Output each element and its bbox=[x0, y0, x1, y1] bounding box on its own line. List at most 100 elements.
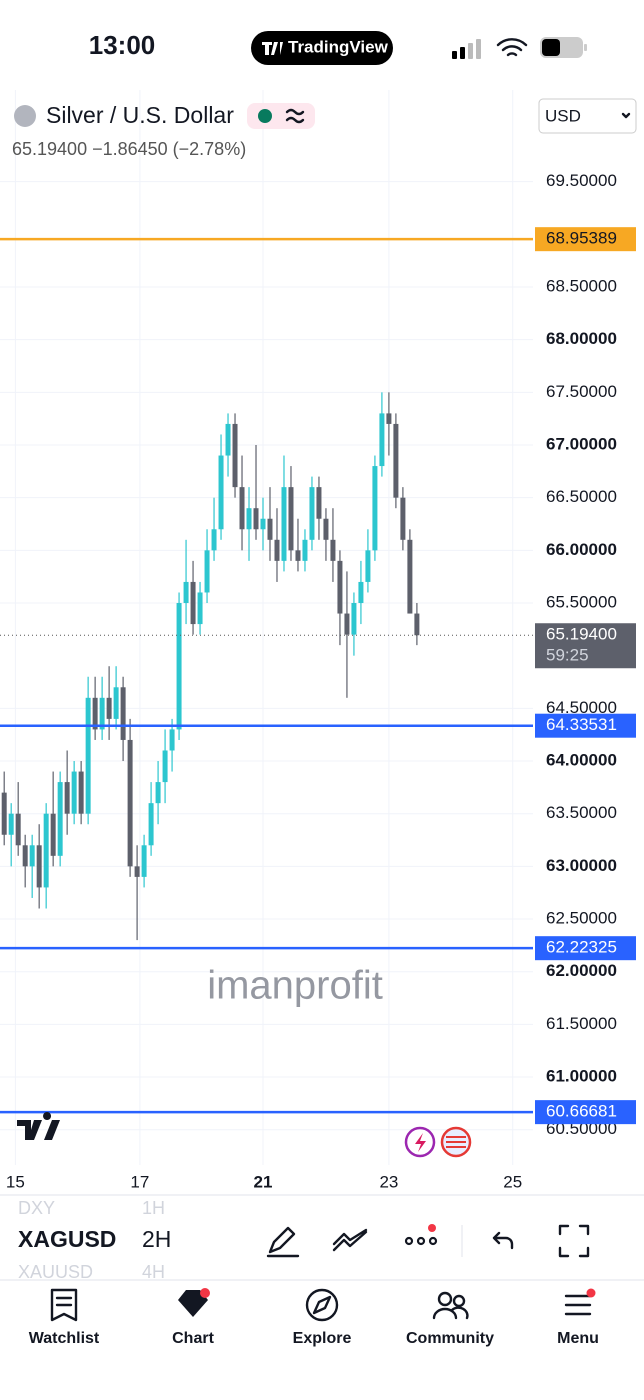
symbol-title: Silver / U.S. Dollar bbox=[46, 102, 234, 128]
y-tick-label: 66.00000 bbox=[546, 540, 617, 559]
level-label-bg bbox=[535, 713, 636, 738]
candle-body bbox=[57, 782, 63, 856]
candle-body bbox=[211, 529, 217, 551]
candle-body bbox=[407, 539, 413, 614]
candle-body bbox=[22, 845, 28, 867]
candle-body bbox=[29, 845, 35, 867]
candle-body bbox=[155, 782, 161, 804]
candle-body bbox=[85, 697, 91, 814]
app-name: TradingView bbox=[288, 37, 389, 56]
y-tick-label: 66.50000 bbox=[546, 487, 617, 506]
candle-body bbox=[225, 423, 231, 456]
interval-option[interactable]: 4H bbox=[142, 1262, 165, 1282]
candle-body bbox=[253, 508, 259, 530]
tab-label[interactable]: Chart bbox=[172, 1330, 214, 1347]
candle-body bbox=[379, 413, 385, 467]
candle-body bbox=[183, 581, 189, 604]
y-tick-label: 62.00000 bbox=[546, 961, 617, 980]
x-tick-label: 23 bbox=[379, 1172, 398, 1191]
delay-icon bbox=[285, 108, 305, 124]
chart-icon[interactable] bbox=[178, 1290, 208, 1317]
symbol-option[interactable]: XAUUSD bbox=[18, 1262, 93, 1282]
candle-body bbox=[50, 813, 56, 856]
undo-tool[interactable] bbox=[492, 1231, 514, 1250]
menu-icon[interactable] bbox=[564, 1294, 592, 1316]
indicators-tool[interactable] bbox=[332, 1228, 368, 1252]
candle-body bbox=[372, 466, 378, 551]
candle-body bbox=[71, 771, 77, 814]
fullscreen-tool[interactable] bbox=[558, 1224, 590, 1258]
y-tick-label: 67.50000 bbox=[546, 382, 617, 401]
notification-dot bbox=[428, 1224, 436, 1232]
candle-body bbox=[190, 581, 196, 625]
tab-label[interactable]: Watchlist bbox=[29, 1330, 100, 1347]
y-tick-label: 61.50000 bbox=[546, 1014, 617, 1033]
candle-body bbox=[64, 782, 70, 814]
interval-current[interactable]: 2H bbox=[142, 1226, 171, 1252]
candle-body bbox=[120, 687, 126, 740]
x-tick-label: 21 bbox=[254, 1172, 273, 1191]
battery-icon bbox=[540, 37, 587, 58]
quote: 65.19400 −1.86450 (−2.78%) bbox=[12, 139, 246, 159]
community-icon[interactable] bbox=[432, 1291, 469, 1320]
candle-body bbox=[344, 613, 350, 635]
candle-body bbox=[260, 518, 266, 530]
candle-body bbox=[239, 487, 245, 530]
candle-body bbox=[232, 423, 238, 488]
candle-body bbox=[274, 539, 280, 561]
candle-body bbox=[134, 866, 140, 877]
candle-body bbox=[309, 487, 315, 540]
watchlist-icon[interactable] bbox=[50, 1288, 78, 1322]
explore-icon[interactable] bbox=[305, 1288, 339, 1322]
explore-needle bbox=[312, 1295, 332, 1315]
chart-plot: 15 17 21 23 25 69.50000 68.50000 68.00000 67.500… bbox=[0, 90, 617, 1191]
candle-body bbox=[8, 813, 14, 835]
tab-label[interactable]: Explore bbox=[293, 1330, 352, 1347]
candle-body bbox=[351, 603, 357, 635]
y-tick-label: 68.00000 bbox=[546, 329, 617, 348]
candle-body bbox=[386, 413, 392, 424]
candle-body bbox=[365, 550, 371, 582]
candle-body bbox=[92, 697, 98, 730]
y-tick-label: 67.00000 bbox=[546, 434, 617, 453]
candle-body bbox=[43, 813, 49, 888]
candle-body bbox=[288, 487, 294, 551]
tab-label[interactable]: Community bbox=[406, 1330, 494, 1347]
tab-label[interactable]: Menu bbox=[557, 1330, 599, 1347]
candle-body bbox=[162, 750, 168, 783]
interval-option[interactable]: 1H bbox=[142, 1198, 165, 1218]
app-pill bbox=[251, 31, 393, 65]
wifi-icon bbox=[496, 38, 528, 57]
candle-body bbox=[393, 423, 399, 498]
candle-body bbox=[400, 497, 406, 540]
symbol-option[interactable]: DXY bbox=[18, 1198, 55, 1218]
y-tick-label: 65.50000 bbox=[546, 592, 617, 611]
candle-body bbox=[169, 729, 175, 751]
level-label: 60.66681 bbox=[546, 1102, 617, 1121]
candle-body bbox=[323, 518, 329, 540]
candle-body bbox=[148, 803, 154, 846]
currency[interactable]: USD bbox=[545, 106, 581, 125]
candle-body bbox=[267, 518, 273, 540]
candle-body bbox=[330, 539, 336, 561]
currency-select[interactable] bbox=[538, 98, 637, 134]
more-tool[interactable] bbox=[404, 1236, 438, 1246]
candle-body bbox=[106, 697, 112, 719]
candle-body bbox=[36, 845, 42, 888]
candle-body bbox=[246, 508, 252, 530]
candle-body bbox=[281, 487, 287, 561]
level-label-bg bbox=[535, 936, 636, 961]
candle-body bbox=[1, 792, 7, 835]
candle-body bbox=[141, 845, 147, 877]
symbol-current[interactable]: XAGUSD bbox=[18, 1226, 116, 1252]
y-tick-label: 68.50000 bbox=[546, 276, 617, 295]
tv-watermark-logo bbox=[17, 1112, 60, 1140]
events-bolt bbox=[415, 1133, 426, 1152]
draw-tool[interactable] bbox=[266, 1226, 300, 1258]
last-price-label: 65.19400 bbox=[546, 625, 617, 644]
chevron bbox=[621, 112, 631, 119]
x-tick-label: 25 bbox=[503, 1172, 522, 1191]
candle-body bbox=[176, 603, 182, 730]
y-tick-label: 69.50000 bbox=[546, 171, 617, 190]
